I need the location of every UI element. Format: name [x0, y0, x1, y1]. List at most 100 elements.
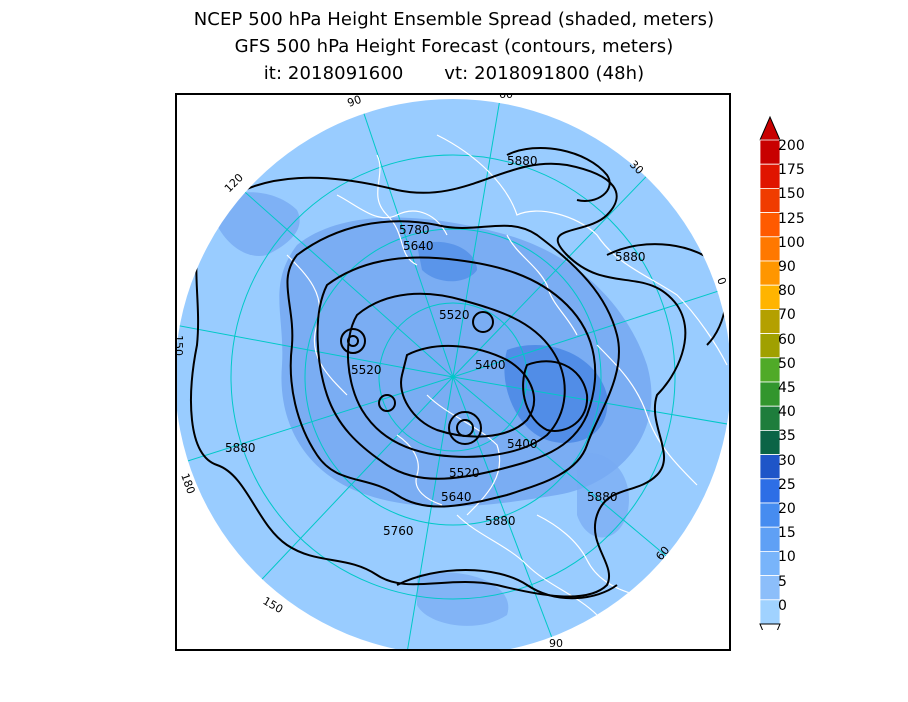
colorbar-label: 30: [778, 452, 796, 469]
contour-label: 5520: [449, 466, 480, 480]
contour-label: 5780: [399, 223, 430, 237]
contour-label: 5640: [403, 239, 434, 253]
height-contour-5640: [316, 256, 597, 480]
spread-shading-high-2: [417, 241, 477, 282]
latitude-circle-30: [230, 154, 676, 600]
height-contour-low: [340, 328, 366, 354]
coastline: [376, 154, 418, 266]
spread-shading-mid-4: [577, 453, 629, 538]
height-contour-low: [347, 335, 359, 347]
colorbar-cell: [759, 405, 781, 431]
contour-label: 5880: [615, 250, 646, 264]
colorbar-label: 10: [778, 549, 796, 566]
colorbar-label: 100: [778, 234, 805, 251]
colorbar-label: 70: [778, 307, 796, 324]
colorbar-label: 5: [778, 573, 787, 590]
colorbar: [759, 115, 781, 630]
colorbar-label: 45: [778, 380, 796, 396]
title-line-1: NCEP 500 hPa Height Ensemble Spread (sha…: [193, 9, 715, 30]
colorbar-cell: [759, 381, 781, 407]
colorbar-cell: [759, 478, 781, 504]
map-frame: 5880 5780 5640 5880 5520 5520 5400 5520 …: [175, 93, 731, 651]
colorbar-cell: [759, 188, 781, 214]
longitude-label: 150: [177, 335, 185, 356]
height-contour-5760: [286, 220, 620, 508]
colorbar-label: 90: [778, 259, 796, 275]
colorbar-cell: [759, 454, 781, 480]
longitude-label: 90: [549, 637, 563, 650]
height-contour-5880-south: [396, 569, 618, 600]
meridian: [406, 376, 454, 649]
latitude-circle-60: [304, 228, 602, 526]
colorbar-label: 0: [778, 597, 787, 614]
contour-label: 5520: [439, 308, 470, 322]
coastline: [456, 514, 598, 616]
spread-shading-mid-2: [217, 192, 300, 256]
colorbar-label: 25: [778, 476, 796, 493]
height-contour-5880-north: [506, 147, 611, 202]
title-line-2: GFS 500 hPa Height Forecast (contours, m…: [234, 36, 674, 57]
colorbar-label: 40: [778, 404, 796, 421]
coastline: [436, 134, 728, 366]
colorbar-label: 35: [778, 428, 796, 445]
colorbar-label: 175: [778, 162, 805, 179]
meridian: [236, 184, 454, 378]
coastline: [396, 434, 443, 506]
meridian: [356, 99, 454, 378]
colorbar-cell: [759, 333, 781, 359]
height-contour-5400: [400, 345, 536, 438]
meridian: [246, 376, 454, 596]
meridian: [177, 324, 454, 378]
colorbar-label: 150: [778, 186, 805, 203]
meridian: [452, 376, 729, 426]
longitude-label: 150: [261, 594, 286, 616]
longitude-label: 30: [728, 425, 731, 439]
meridian: [177, 376, 454, 466]
colorbar-cell: [759, 502, 781, 528]
height-contour-5880-outer: [190, 162, 687, 598]
colorbar-cell: [759, 575, 781, 601]
colorbar-top-arrow: [759, 115, 781, 141]
colorbar-label: 200: [778, 138, 805, 154]
colorbar-label: 15: [778, 525, 796, 542]
longitude-label: 120: [397, 650, 418, 651]
contour-label: 5880: [587, 490, 618, 504]
contour-labels: 5880 5780 5640 5880 5520 5520 5400 5520 …: [225, 154, 646, 538]
colorbar-cell: [759, 599, 781, 625]
coastline: [536, 514, 638, 596]
height-contour-low: [378, 394, 396, 412]
contour-label: 5880: [507, 154, 538, 168]
colorbar-cell: [759, 550, 781, 576]
chart-title-block: NCEP 500 hPa Height Ensemble Spread (sha…: [0, 6, 908, 87]
contour-label: 5760: [383, 524, 414, 538]
colorbar-cell: [759, 236, 781, 262]
height-contour-low: [456, 419, 474, 437]
colorbar-cell: [759, 284, 781, 310]
colorbar-cell: [759, 212, 781, 238]
colorbar-cell: [759, 526, 781, 552]
colorbar-cell: [759, 163, 781, 189]
longitude-label: 0: [714, 276, 729, 287]
contour-label: 5880: [225, 441, 256, 455]
colorbar-cell: [759, 260, 781, 286]
coastline: [506, 234, 578, 336]
longitude-label: 120: [222, 171, 246, 195]
colorbar-cell: [759, 139, 781, 165]
meridian: [452, 99, 502, 378]
longitude-label: 60: [499, 95, 513, 101]
colorbar-label: 60: [778, 331, 796, 348]
colorbar-cell: [759, 429, 781, 455]
coastline: [336, 194, 448, 236]
meridian: [452, 284, 729, 378]
coastline: [426, 394, 501, 516]
colorbar-label: 125: [778, 210, 805, 227]
polar-map: 5880 5780 5640 5880 5520 5520 5400 5520 …: [177, 95, 731, 651]
meridian: [452, 154, 668, 378]
height-contour-low: [448, 411, 482, 445]
contour-label: 5400: [475, 358, 506, 372]
contour-label: 5400: [507, 437, 538, 451]
height-contour-5520: [347, 292, 566, 458]
colorbar-bottom-arrow: [759, 623, 781, 630]
longitude-label: 90: [346, 95, 364, 110]
coastline: [596, 344, 698, 486]
